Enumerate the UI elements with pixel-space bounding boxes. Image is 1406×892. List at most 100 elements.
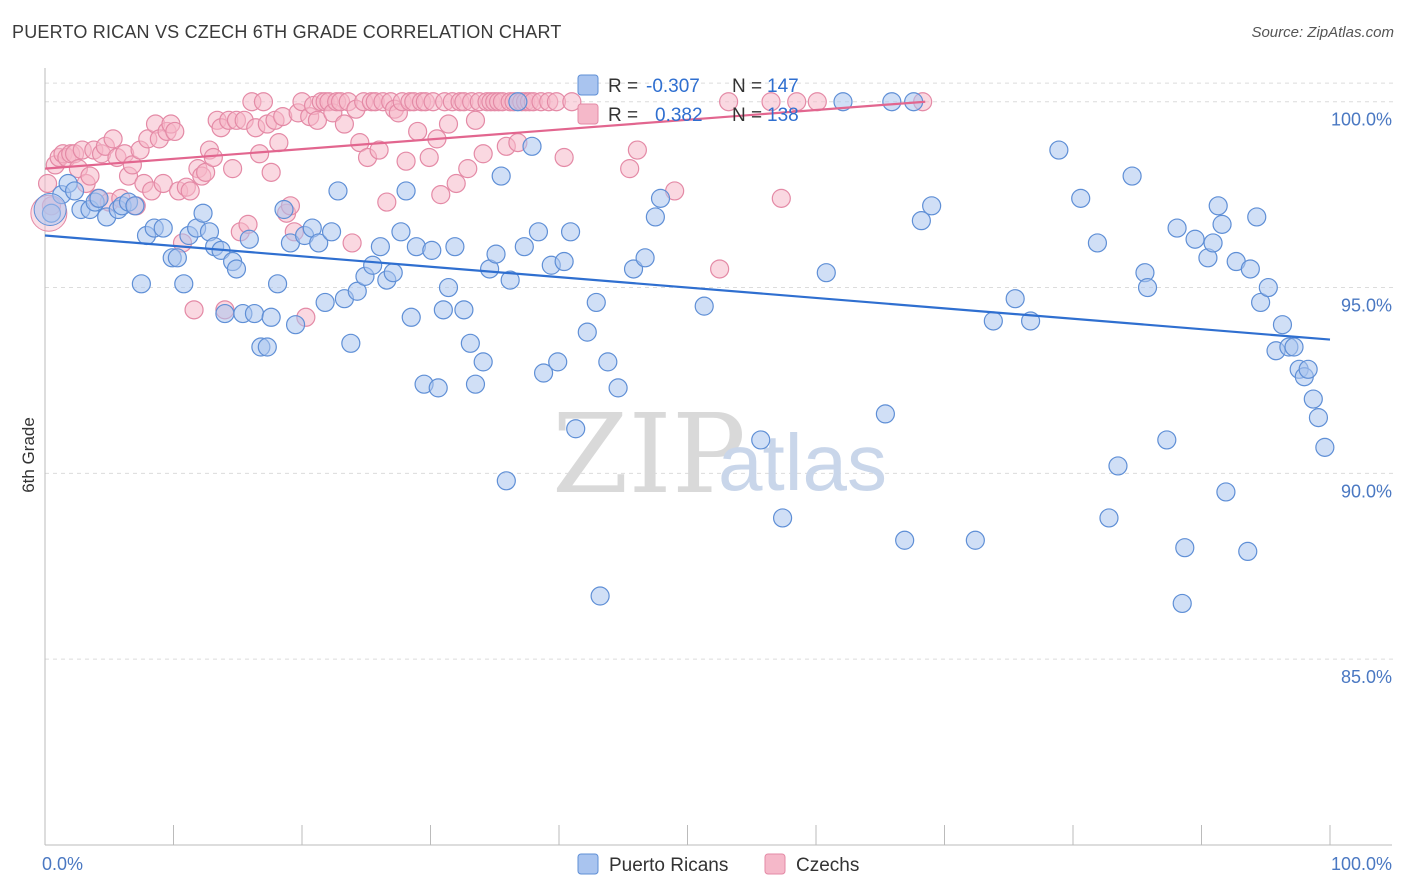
puerto-rican-point-22: [193, 203, 213, 223]
puerto-rican-point-65: [465, 374, 486, 394]
puerto-rican-point-62: [445, 237, 465, 257]
czech-point-111: [465, 110, 486, 130]
puerto-rican-point-44: [328, 181, 348, 201]
czech-point-137: [761, 92, 781, 112]
puerto-rican-point-86: [608, 378, 628, 398]
puerto-rican-cluster-point: [33, 193, 67, 227]
puerto-rican-point-42: [315, 292, 335, 313]
puerto-rican-point-33: [257, 337, 277, 357]
puerto-rican-point-3: [64, 181, 85, 201]
puerto-rican-point-128: [1251, 292, 1271, 313]
legend-n-label-2: N =: [732, 105, 762, 126]
puerto-rican-point-95: [833, 92, 853, 112]
puerto-rican-point-121: [1208, 196, 1228, 216]
puerto-rican-point-66: [473, 352, 493, 372]
czech-point-79: [342, 233, 362, 253]
legend-r-value-1: -0.307: [646, 76, 700, 97]
czech-point-93: [396, 151, 416, 171]
puerto-rican-point-73: [514, 237, 534, 257]
y-tick-label-3: 85.0%: [1341, 667, 1392, 687]
legend-n-value-1: 147: [767, 76, 799, 97]
puerto-rican-point-82: [577, 322, 597, 342]
czechs-points: [30, 92, 933, 327]
puerto-rican-point-55: [401, 307, 421, 327]
czech-point-135: [710, 259, 730, 279]
legend-r-value-2: 0.382: [655, 105, 703, 126]
puerto-rican-point-47: [347, 281, 367, 301]
series-swatch-puerto-ricans: [577, 853, 599, 875]
x-tick-labels: 0.0% 100.0%: [42, 854, 1392, 874]
x-tick-label-0: 0.0%: [42, 854, 83, 874]
puerto-rican-point-131: [1272, 315, 1293, 335]
czech-point-60: [269, 133, 289, 153]
puerto-rican-point-116: [1172, 593, 1192, 614]
y-tick-label-0: 100.0%: [1331, 110, 1392, 130]
czech-point-109: [458, 159, 478, 179]
puerto-rican-point-46: [341, 333, 361, 353]
puerto-rican-point-125: [1238, 541, 1258, 562]
puerto-rican-point-72: [508, 92, 528, 112]
puerto-rican-point-114: [1157, 430, 1177, 450]
czech-point-38: [184, 300, 204, 320]
czech-point-56: [253, 92, 274, 112]
puerto-rican-point-117: [1175, 538, 1195, 558]
puerto-rican-point-126: [1240, 259, 1260, 279]
puerto-rican-point-87: [623, 259, 644, 279]
puerto-rican-point-85: [598, 352, 618, 372]
x-tick-label-1: 100.0%: [1331, 854, 1392, 874]
czech-point-22: [122, 155, 142, 175]
puerto-rican-point-78: [548, 352, 568, 372]
puerto-rican-point-79: [554, 251, 574, 272]
puerto-rican-point-84: [590, 586, 610, 606]
puerto-rican-point-74: [522, 136, 542, 156]
czech-point-104: [438, 114, 459, 134]
watermark: ZIP atlas: [552, 390, 887, 518]
puerto-rican-point-18: [167, 248, 187, 268]
puerto-rican-point-36: [274, 199, 294, 220]
puerto-rican-point-107: [1071, 188, 1091, 208]
puerto-rican-point-113: [1137, 277, 1158, 298]
series-swatch-czechs: [764, 853, 786, 875]
czech-point-106: [446, 173, 466, 194]
czech-point-140: [807, 92, 827, 112]
grid-lines: [45, 82, 1394, 660]
puerto-rican-point-26: [215, 303, 235, 324]
puerto-rican-point-129: [1258, 277, 1278, 298]
puerto-rican-point-59: [428, 378, 448, 398]
series-label-puerto-ricans: Puerto Ricans: [609, 855, 728, 876]
puerto-rican-point-83: [586, 292, 606, 313]
puerto-rican-point-52: [383, 263, 403, 283]
puerto-rican-point-60: [433, 300, 453, 320]
czech-point-133: [627, 140, 647, 160]
puerto-rican-trend-line: [44, 234, 1331, 341]
czech-point-99: [419, 147, 439, 168]
legend-n-label-1: N =: [732, 76, 762, 97]
puerto-rican-point-54: [396, 181, 416, 201]
czech-point-96: [408, 121, 428, 142]
y-tick-label-2: 90.0%: [1341, 481, 1392, 501]
puerto-rican-point-63: [454, 300, 474, 320]
puerto-rican-point-92: [751, 430, 771, 450]
y-tick-labels: 100.0% 95.0% 90.0% 85.0%: [1331, 110, 1392, 687]
czech-point-136: [719, 92, 739, 112]
puerto-rican-point-101: [922, 196, 942, 216]
czech-point-113: [473, 144, 493, 164]
trend-lines: [44, 100, 1331, 341]
y-tick-label-1: 95.0%: [1341, 296, 1392, 316]
czech-point-33: [165, 121, 185, 142]
source-label: Source: ZipAtlas.com: [1251, 24, 1394, 41]
legend-swatch-czechs: [577, 103, 599, 125]
puerto-rican-point-91: [694, 296, 714, 316]
puerto-rican-point-90: [650, 188, 671, 208]
czech-point-88: [377, 192, 397, 212]
czech-point-102: [431, 185, 451, 205]
puerto-rican-point-109: [1099, 508, 1119, 528]
puerto-rican-point-89: [645, 207, 665, 227]
puerto-rican-point-7: [89, 188, 109, 208]
puerto-rican-point-53: [391, 222, 411, 242]
puerto-rican-point-93: [772, 508, 793, 528]
legend-swatch-puerto-ricans: [577, 74, 599, 96]
czech-trend-line: [44, 100, 926, 170]
puerto-rican-point-88: [635, 248, 655, 268]
